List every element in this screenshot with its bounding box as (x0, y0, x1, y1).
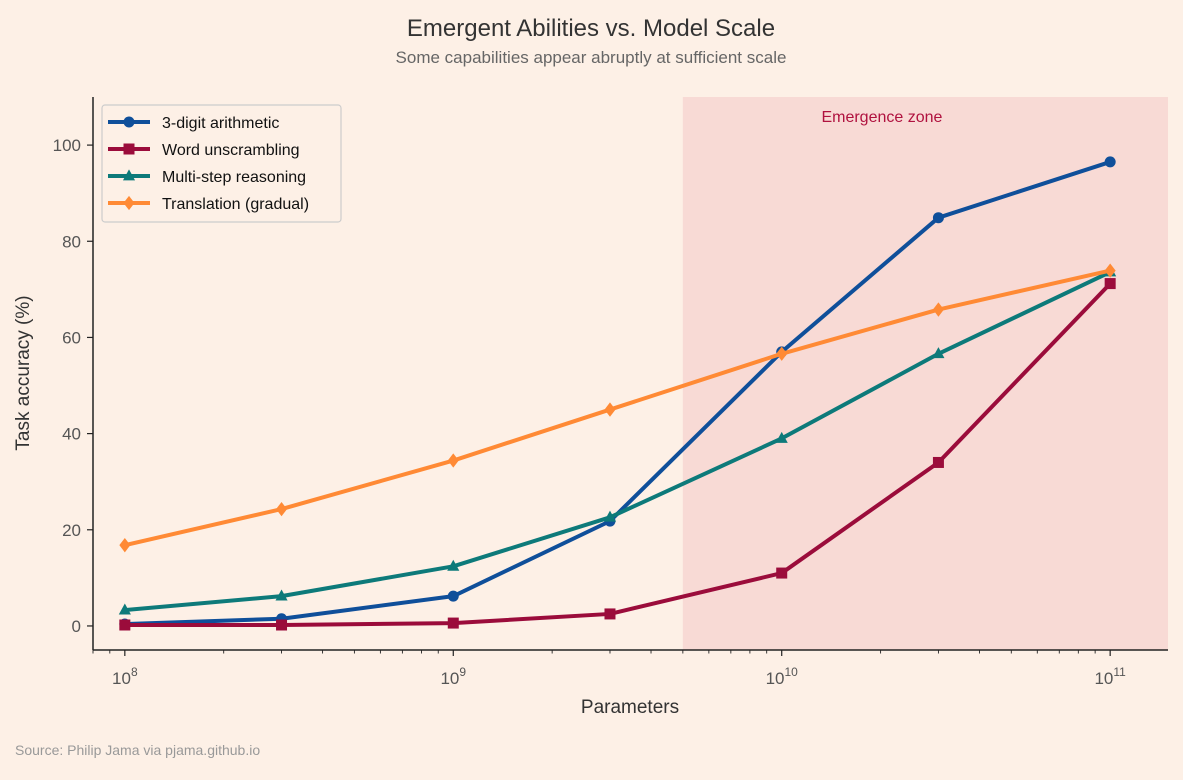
y-tick-label: 80 (62, 232, 81, 251)
marker-square (932, 456, 944, 468)
legend-label: Word unscrambling (162, 142, 300, 159)
marker-diamond (776, 346, 788, 361)
legend-box (101, 104, 342, 223)
marker-diamond (604, 402, 616, 417)
y-tick-label: 0 (72, 617, 81, 636)
marker-triangle (275, 589, 288, 601)
marker-diamond (1104, 263, 1116, 278)
source-note: Source: Philip Jama via pjama.github.io (15, 742, 260, 758)
marker-square (123, 143, 135, 155)
legend-entry: 3-digit arithmetic (108, 115, 279, 132)
marker-triangle (122, 169, 136, 181)
legend-label: Multi-step reasoning (162, 169, 306, 186)
marker-square (776, 567, 788, 579)
marker-triangle (118, 603, 131, 615)
marker-diamond (123, 195, 135, 211)
marker-square (119, 619, 131, 631)
x-tick-label: 108 (112, 665, 138, 688)
y-axis-label: Task accuracy (%) (13, 295, 34, 450)
legend-entry: Translation (gradual) (108, 195, 309, 213)
marker-diamond (447, 453, 459, 468)
y-tick-label: 40 (62, 425, 81, 444)
legend-label: Translation (gradual) (162, 196, 309, 213)
marker-circle (123, 116, 135, 128)
y-tick-label: 20 (62, 521, 81, 540)
chart-title: Emergent Abilities vs. Model Scale (407, 15, 775, 42)
marker-diamond (276, 501, 288, 517)
x-tick-label: 1010 (766, 665, 799, 688)
marker-circle (447, 590, 459, 602)
marker-square (1104, 278, 1116, 290)
x-tick-label: 1011 (1094, 665, 1126, 688)
x-axis-label: Parameters (581, 697, 679, 718)
emergence-zone-label: Emergence zone (821, 109, 942, 126)
marker-square (447, 617, 459, 629)
legend-label: 3-digit arithmetic (162, 115, 279, 132)
series-word-unscrambling (119, 278, 1116, 631)
marker-circle (932, 212, 944, 224)
marker-diamond (119, 538, 131, 553)
marker-triangle (775, 431, 788, 443)
series-translation-gradual (119, 263, 1116, 553)
y-tick-label: 60 (62, 328, 81, 347)
marker-circle (1104, 156, 1116, 168)
y-tick-label: 100 (53, 136, 81, 155)
marker-square (604, 608, 616, 620)
chart-subtitle: Some capabilities appear abruptly at suf… (396, 48, 787, 67)
marker-square (276, 619, 288, 631)
marker-diamond (932, 302, 944, 317)
marker-triangle (447, 559, 460, 571)
marker-triangle (932, 347, 945, 359)
marker-triangle (603, 510, 617, 522)
legend-entry: Word unscrambling (108, 142, 300, 159)
emergence-zone-region (682, 97, 1168, 650)
x-tick-label: 109 (440, 665, 466, 688)
legend-entry: Multi-step reasoning (108, 169, 306, 186)
